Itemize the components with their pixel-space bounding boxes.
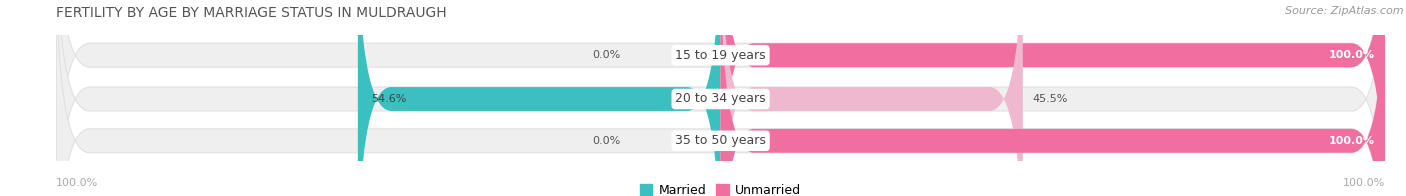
FancyBboxPatch shape [56,0,1385,196]
FancyBboxPatch shape [56,0,1385,196]
Text: 54.6%: 54.6% [371,94,406,104]
Legend: Married, Unmarried: Married, Unmarried [636,179,806,196]
FancyBboxPatch shape [721,0,1022,196]
Text: 100.0%: 100.0% [1343,178,1385,188]
Text: 35 to 50 years: 35 to 50 years [675,134,766,147]
Text: FERTILITY BY AGE BY MARRIAGE STATUS IN MULDRAUGH: FERTILITY BY AGE BY MARRIAGE STATUS IN M… [56,6,447,20]
Text: 100.0%: 100.0% [56,178,98,188]
FancyBboxPatch shape [359,0,721,196]
Text: 100.0%: 100.0% [1329,136,1375,146]
Text: 20 to 34 years: 20 to 34 years [675,93,766,105]
Text: 100.0%: 100.0% [1329,50,1375,60]
FancyBboxPatch shape [721,0,1385,196]
Text: 45.5%: 45.5% [1033,94,1069,104]
FancyBboxPatch shape [721,0,1385,196]
FancyBboxPatch shape [56,0,1385,196]
Text: 15 to 19 years: 15 to 19 years [675,49,766,62]
Text: 0.0%: 0.0% [593,136,621,146]
Text: 0.0%: 0.0% [593,50,621,60]
Text: Source: ZipAtlas.com: Source: ZipAtlas.com [1285,6,1403,16]
